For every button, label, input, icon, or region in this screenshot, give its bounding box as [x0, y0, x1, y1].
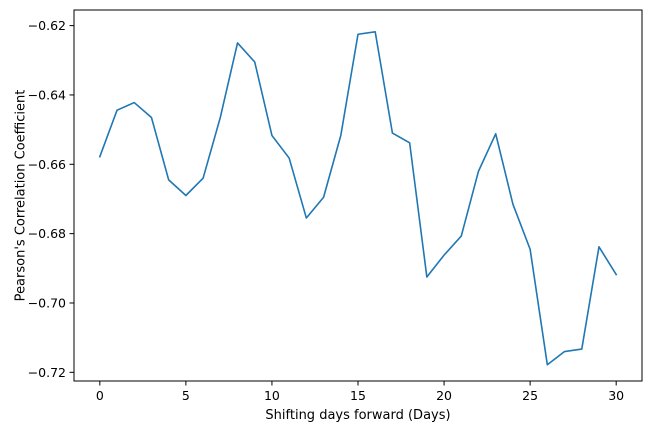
x-tick-label: 10 — [264, 388, 280, 403]
y-tick-label: −0.64 — [28, 87, 66, 102]
y-tick-label: −0.62 — [28, 18, 66, 33]
y-axis-ticks: −0.62 −0.64 −0.66 −0.68 −0.70 −0.72 — [28, 18, 74, 380]
x-tick-label: 20 — [436, 388, 452, 403]
x-tick-label: 5 — [182, 388, 190, 403]
series-line — [98, 31, 618, 366]
x-axis-ticks: 0 5 10 15 20 25 30 — [96, 381, 624, 403]
x-tick-label: 0 — [96, 388, 104, 403]
y-tick-label: −0.68 — [28, 226, 66, 241]
x-axis-label: Shifting days forward (Days) — [265, 408, 450, 423]
axes-frame — [73, 9, 643, 382]
x-tick-label: 30 — [608, 388, 624, 403]
x-tick-label: 25 — [522, 388, 538, 403]
series-layer — [98, 31, 618, 366]
x-tick-label: 15 — [350, 388, 366, 403]
plot-area — [73, 9, 643, 382]
y-tick-label: −0.66 — [28, 157, 66, 172]
y-axis-label: Pearson's Correlation Coefficient — [14, 90, 29, 302]
y-tick-label: −0.72 — [28, 365, 66, 380]
y-tick-label: −0.70 — [28, 295, 66, 310]
